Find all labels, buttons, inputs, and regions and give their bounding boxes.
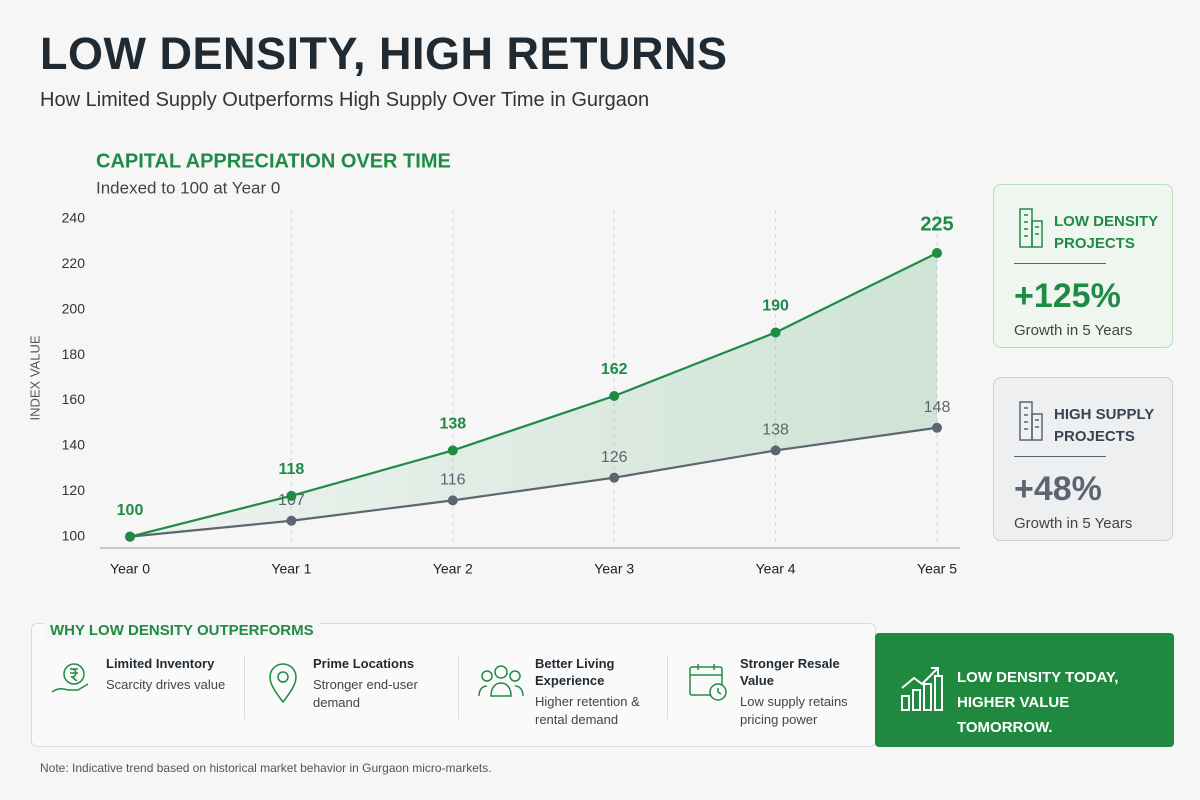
card-caption: Growth in 5 Years [1014,322,1133,339]
reason: Limited Inventory Scarcity drives value [106,655,225,725]
y-axis-label: INDEX VALUE [27,335,42,420]
card-value: +125% [1014,277,1121,315]
y-tick-label: 160 [62,391,86,407]
chart-subtitle: Indexed to 100 at Year 0 [96,178,280,197]
card-title: LOW DENSITY PROJECTS [1054,213,1158,252]
data-point [447,445,458,456]
stat-card: LOW DENSITY PROJECTS +125% Growth in 5 Y… [993,184,1173,348]
y-tick-label: 220 [62,255,86,271]
data-label: 126 [601,449,628,466]
building-icon [1019,401,1043,441]
reason-title: Limited Inventory [106,656,215,671]
reason-text: Higher retention & rental demand [535,694,640,727]
y-tick-label: 180 [62,346,86,362]
data-label: 225 [920,213,953,235]
stat-card: HIGH SUPPLY PROJECTS +48% Growth in 5 Ye… [993,377,1173,541]
y-tick-label: 200 [62,300,86,316]
people-icon [478,665,524,697]
reasons-box [31,623,876,747]
data-label: 190 [762,298,789,315]
data-label: 148 [924,399,951,416]
data-point [932,422,942,433]
series-line [129,252,938,538]
rupee-icon [51,663,89,693]
card-title: HIGH SUPPLY PROJECTS [1054,406,1155,445]
data-label: 162 [601,361,628,378]
data-point [932,248,942,259]
data-label: 138 [439,416,466,433]
data-label: 138 [762,422,789,439]
reason-title: Prime Locations [313,656,415,671]
reason-text: Stronger end-user demand [313,677,418,710]
data-point [286,515,297,526]
x-tick-label: Year 1 [271,561,311,577]
pin-icon [269,663,297,704]
x-tick-label: Year 4 [756,561,796,577]
gap-shading [130,253,937,537]
series-line [129,426,938,538]
page-subtitle: How Limited Supply Outperforms High Supp… [40,89,650,111]
reason-title: Stronger Resale Value [740,656,840,688]
callout-text: LOW DENSITY TODAY, HIGHER VALUE TOMORROW… [957,669,1119,736]
y-tick-label: 140 [62,437,86,453]
reason-title: Better Living Experience [535,656,615,688]
chart-title: CAPITAL APPRECIATION OVER TIME [96,150,451,172]
card-value: +48% [1014,470,1102,508]
x-tick-label: Year 3 [594,561,634,577]
calendar-icon [689,664,727,701]
reason: Stronger Resale Value Low supply retains … [740,655,860,727]
data-point [609,390,620,401]
reason: Better Living Experience Higher retention… [535,655,655,727]
x-tick-label: Year 5 [917,561,957,577]
y-tick-label: 120 [62,482,86,498]
data-point [609,472,620,483]
x-tick-label: Year 2 [433,561,473,577]
data-point [286,490,297,501]
data-point [770,445,781,456]
data-point [447,495,458,506]
data-label: 118 [278,461,304,478]
reason-text: Low supply retains pricing power [740,694,848,727]
y-tick-label: 240 [62,210,86,226]
reason: Prime Locations Stronger end-user demand [313,655,448,725]
data-label: 116 [440,472,466,489]
reason-text: Scarcity drives value [106,677,226,692]
data-point [125,531,135,542]
x-tick-label: Year 0 [110,561,150,577]
data-label: 100 [117,502,144,519]
chart: CAPITAL APPRECIATION OVER TIME Indexed t… [27,150,960,577]
footnote: Note: Indicative trend based on historic… [40,761,492,775]
y-tick-label: 100 [62,527,86,543]
data-point [770,327,781,338]
page-title: LOW DENSITY, HIGH RETURNS [40,28,728,79]
building-icon [1019,208,1043,248]
growth-icon [901,667,943,711]
card-caption: Growth in 5 Years [1014,515,1133,532]
reasons-title: WHY LOW DENSITY OUTPERFORMS [44,622,320,639]
